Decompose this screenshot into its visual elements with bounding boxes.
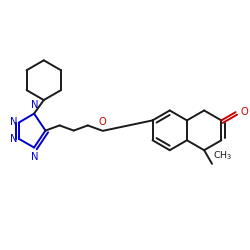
Text: N: N [31, 100, 38, 110]
Text: O: O [99, 118, 106, 128]
Text: N: N [10, 117, 18, 127]
Text: N: N [10, 134, 18, 144]
Text: CH$_3$: CH$_3$ [213, 150, 233, 162]
Text: N: N [30, 152, 38, 162]
Text: O: O [241, 107, 249, 117]
